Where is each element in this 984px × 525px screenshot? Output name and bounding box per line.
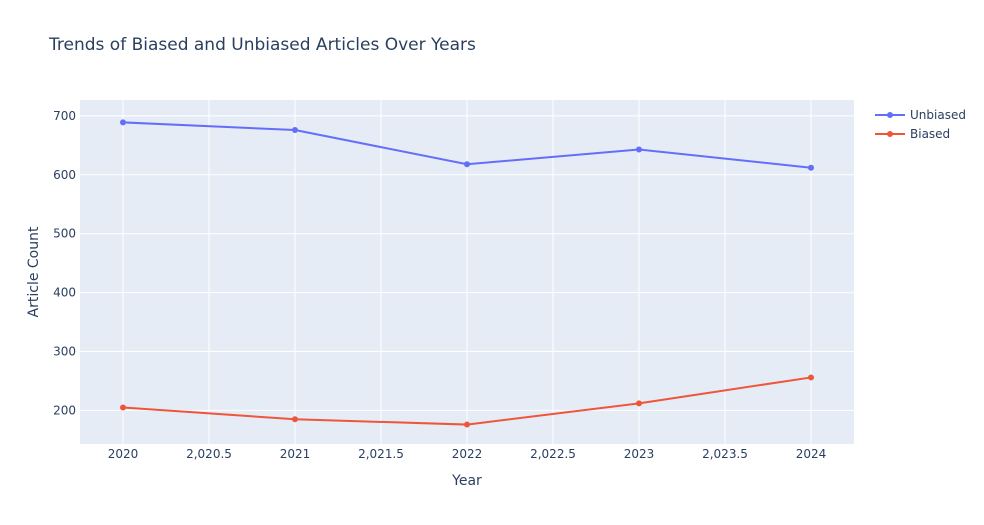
y-axis-title: Article Count: [26, 226, 42, 317]
x-tick-label: 2024: [796, 447, 827, 461]
legend-marker-unbiased: [887, 112, 893, 118]
data-point-biased[interactable]: [636, 400, 642, 407]
data-point-biased[interactable]: [808, 374, 814, 381]
y-tick-label: 700: [53, 109, 76, 123]
data-point-unbiased[interactable]: [120, 119, 126, 126]
x-tick-label: 2,023.5: [702, 447, 748, 461]
y-tick-label: 300: [53, 345, 76, 359]
y-tick-label: 200: [53, 403, 76, 417]
x-tick-label: 2023: [624, 447, 655, 461]
x-tick-label: 2,020.5: [186, 447, 232, 461]
data-point-biased[interactable]: [292, 416, 298, 423]
x-tick-label: 2,022.5: [530, 447, 576, 461]
y-tick-label: 400: [53, 286, 76, 300]
legend-label-unbiased: Unbiased: [910, 108, 966, 122]
x-tick-label: 2020: [108, 447, 139, 461]
legend-marker-biased: [887, 131, 893, 137]
y-tick-label: 500: [53, 227, 76, 241]
legend-item-biased[interactable]: Biased: [875, 127, 950, 141]
data-point-biased[interactable]: [120, 404, 126, 411]
x-tick-label: 2022: [452, 447, 483, 461]
x-tick-label: 2021: [280, 447, 311, 461]
legend[interactable]: Unbiased Biased: [875, 108, 966, 141]
data-point-unbiased[interactable]: [808, 164, 814, 171]
y-tick-label: 600: [53, 168, 76, 182]
data-point-biased[interactable]: [464, 421, 470, 428]
data-point-unbiased[interactable]: [636, 146, 642, 153]
chart-title: Trends of Biased and Unbiased Articles O…: [48, 35, 476, 55]
y-axis-ticks: 200 300 400 500 600 700: [53, 109, 76, 418]
series-group: [120, 119, 814, 428]
x-axis-title: Year: [451, 473, 482, 489]
data-point-unbiased[interactable]: [464, 161, 470, 168]
x-axis-ticks: 2020 2,020.5 2021 2,021.5 2022 2,022.5 2023 2,0…: [108, 447, 827, 461]
x-tick-label: 2,021.5: [358, 447, 404, 461]
legend-label-biased: Biased: [910, 127, 950, 141]
legend-item-unbiased[interactable]: Unbiased: [875, 108, 966, 122]
data-point-unbiased[interactable]: [292, 127, 298, 134]
